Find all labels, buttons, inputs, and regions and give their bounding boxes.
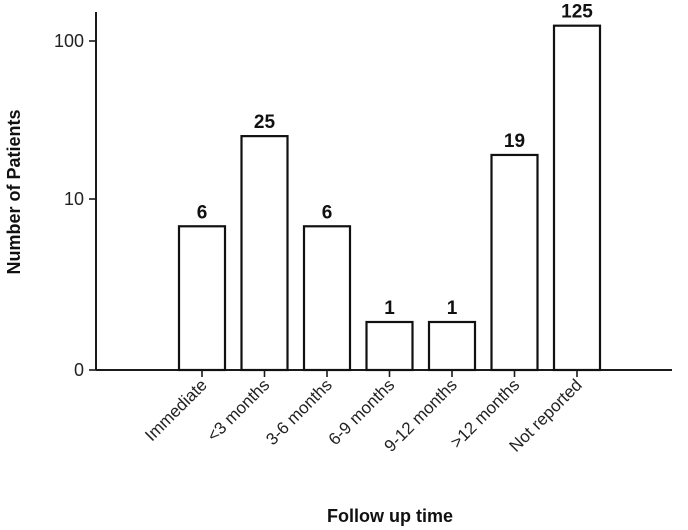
y-ticks: 0 10 100 <box>54 31 96 380</box>
y-tick-label: 0 <box>74 360 84 380</box>
bar <box>427 320 477 372</box>
x-tick-label: 3-6 months <box>262 375 336 449</box>
bar <box>365 320 414 372</box>
data-label: 1 <box>447 298 458 319</box>
bar <box>177 225 227 372</box>
data-labels: 6 25 6 1 1 19 125 <box>197 2 594 319</box>
y-axis-title: Number of Patients <box>4 109 24 274</box>
data-label: 25 <box>254 112 276 133</box>
bars <box>177 24 602 372</box>
data-label: 6 <box>197 202 208 223</box>
data-label: 1 <box>384 298 395 319</box>
bar <box>240 135 289 372</box>
data-label: 19 <box>504 131 525 152</box>
bar <box>302 225 352 372</box>
bar <box>490 153 539 372</box>
bar <box>552 24 602 372</box>
x-tick-label: Immediate <box>141 375 211 445</box>
data-label: 125 <box>561 2 593 23</box>
data-label: 6 <box>322 202 333 223</box>
y-tick-label: 10 <box>64 189 84 209</box>
x-axis-title: Follow up time <box>327 506 453 526</box>
y-tick-label: 100 <box>54 31 84 51</box>
